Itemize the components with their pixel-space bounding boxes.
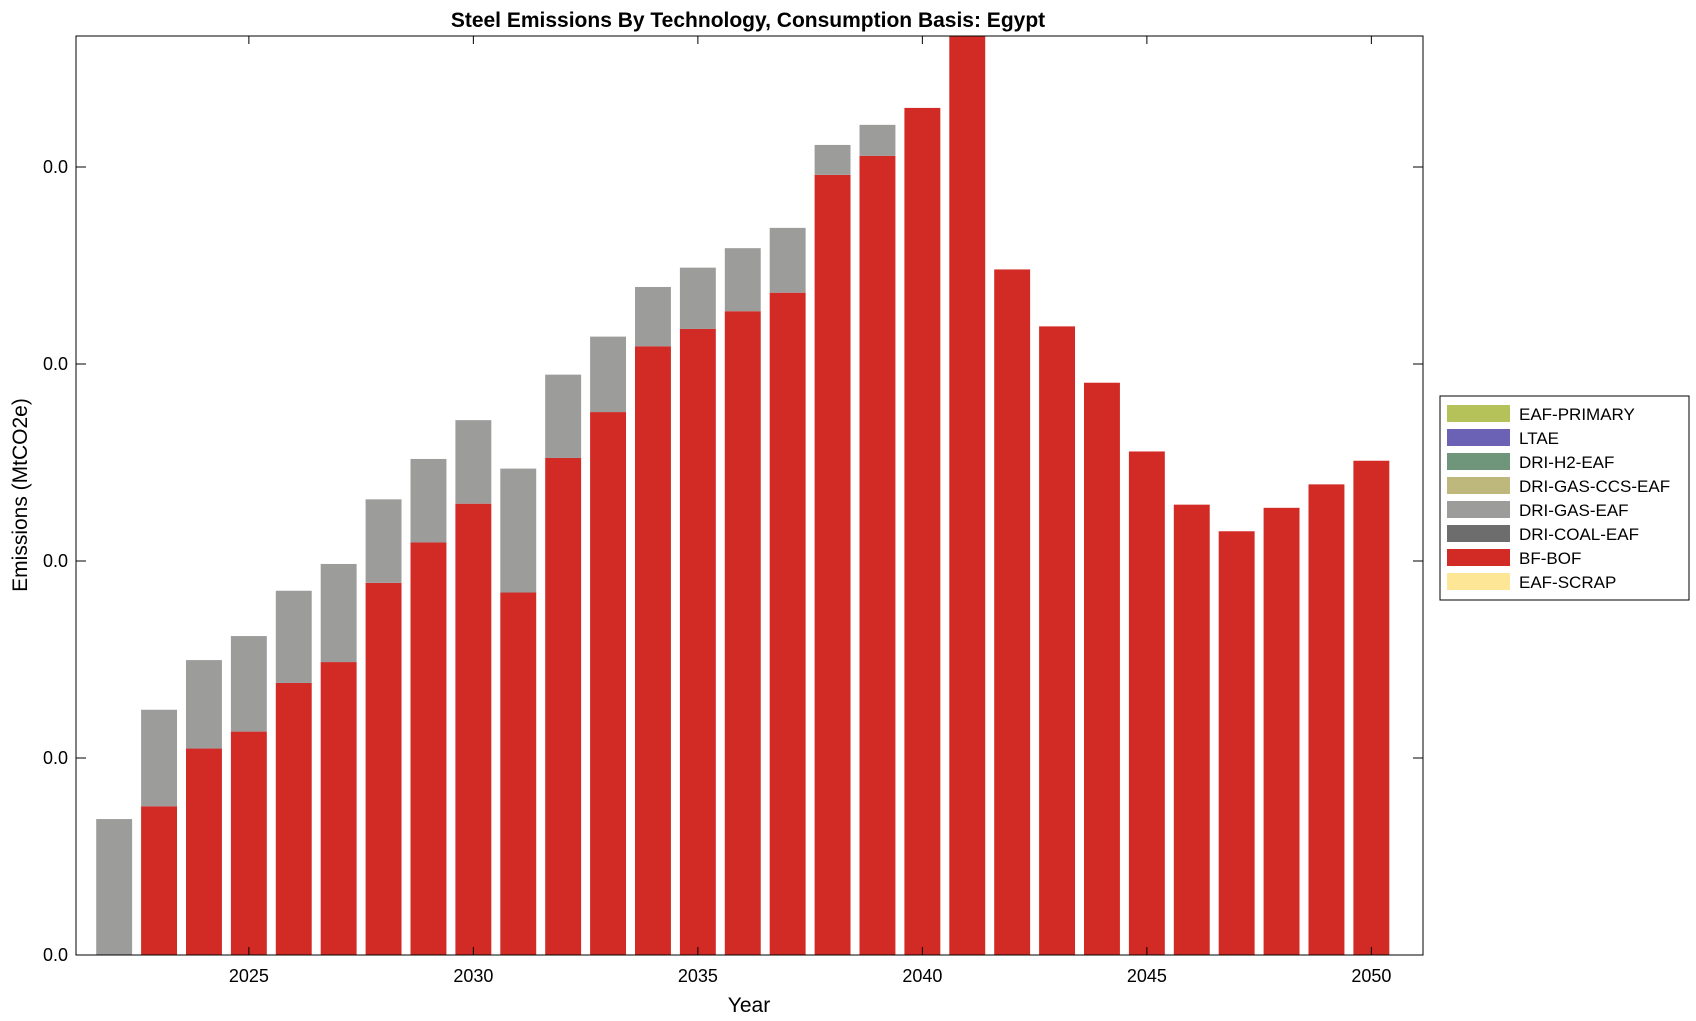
bar-dri-gas-eaf-2038 — [814, 144, 851, 175]
bar-bf-bof-2028 — [365, 582, 402, 955]
x-axis-label: Year — [728, 994, 770, 1017]
bar-bf-bof-2034 — [635, 346, 671, 955]
bar-bf-bof-2050 — [1353, 460, 1390, 955]
x-tick-label-2050: 2050 — [1351, 966, 1391, 986]
x-tick-label-2035: 2035 — [678, 966, 718, 986]
bar-dri-gas-eaf-2032 — [545, 374, 582, 458]
legend-swatch-ltae — [1447, 429, 1510, 446]
y-tick-label-4: 0.0 — [43, 157, 68, 177]
bar-bf-bof-2026 — [275, 682, 312, 955]
bar-bf-bof-2042 — [994, 269, 1031, 955]
bar-dri-gas-eaf-2024 — [186, 660, 222, 749]
bar-dri-gas-eaf-2029 — [410, 458, 447, 543]
bar-bf-bof-2032 — [545, 457, 582, 955]
bar-dri-gas-eaf-2037 — [769, 227, 806, 293]
bar-bf-bof-2040 — [904, 107, 941, 955]
bar-bf-bof-2023 — [141, 806, 178, 955]
bar-bf-bof-2025 — [230, 731, 267, 955]
legend-swatch-dri-coal-eaf — [1447, 525, 1510, 542]
bar-bf-bof-2039 — [859, 155, 896, 955]
legend-swatch-dri-gas-ccs-eaf — [1447, 477, 1510, 494]
bar-bf-bof-2043 — [1039, 326, 1076, 955]
legend-swatch-bf-bof — [1447, 549, 1510, 566]
legend-label-dri-coal-eaf: DRI-COAL-EAF — [1519, 525, 1639, 544]
bar-bf-bof-2031 — [500, 592, 537, 955]
bar-dri-gas-eaf-2027 — [320, 563, 357, 663]
bar-bf-bof-2030 — [455, 503, 492, 955]
legend-label-eaf-primary: EAF-PRIMARY — [1519, 405, 1635, 424]
y-axis: 0.0 0.0 0.0 0.0 0.0 — [43, 157, 1423, 965]
legend-box — [1439, 395, 1690, 601]
bar-bf-bof-2024 — [186, 748, 222, 955]
bar-bf-bof-2045 — [1128, 451, 1165, 955]
bar-bf-bof-2035 — [679, 328, 716, 955]
y-tick-label-1: 0.0 — [43, 748, 68, 768]
bar-bf-bof-2046 — [1173, 504, 1210, 955]
bar-bf-bof-2037 — [769, 292, 806, 955]
bar-dri-gas-eaf-2025 — [230, 636, 267, 732]
bar-bf-bof-2041 — [949, 36, 986, 955]
plot-area-frame — [75, 35, 1424, 956]
x-tick-label-2025: 2025 — [229, 966, 269, 986]
bar-dri-gas-eaf-2022 — [96, 819, 133, 955]
legend-label-dri-h2-eaf: DRI-H2-EAF — [1519, 453, 1614, 472]
legend: EAF-PRIMARY LTAE DRI-H2-EAF DRI-GAS-CCS-EAF… — [1439, 395, 1690, 601]
bar-dri-gas-eaf-2023 — [141, 709, 178, 807]
y-tick-label-3: 0.0 — [43, 354, 68, 374]
bar-dri-gas-eaf-2036 — [724, 248, 761, 312]
y-tick-label-2: 0.0 — [43, 551, 68, 571]
bar-dri-gas-eaf-2034 — [635, 286, 671, 347]
legend-label-bf-bof: BF-BOF — [1519, 549, 1581, 568]
bar-dri-gas-eaf-2028 — [365, 499, 402, 583]
bar-bf-bof-2044 — [1084, 382, 1120, 956]
bar-bf-bof-2048 — [1263, 507, 1300, 955]
bar-bf-bof-2049 — [1308, 484, 1345, 955]
bar-dri-gas-eaf-2033 — [590, 336, 627, 413]
bar-dri-gas-eaf-2026 — [275, 590, 312, 683]
y-tick-label-0: 0.0 — [43, 945, 68, 965]
bar-bf-bof-2047 — [1218, 531, 1255, 955]
bar-dri-gas-eaf-2030 — [455, 420, 492, 504]
legend-label-eaf-scrap: EAF-SCRAP — [1519, 573, 1616, 592]
chart-title: Steel Emissions By Technology, Consumpti… — [451, 9, 1045, 32]
bar-bf-bof-2027 — [320, 662, 357, 955]
bar-dri-gas-eaf-2035 — [679, 267, 716, 329]
bar-bf-bof-2033 — [590, 412, 627, 955]
x-tick-label-2040: 2040 — [902, 966, 942, 986]
legend-label-dri-gas-eaf: DRI-GAS-EAF — [1519, 501, 1629, 520]
legend-swatch-eaf-primary — [1447, 405, 1510, 422]
x-tick-label-2030: 2030 — [453, 966, 493, 986]
plot-bars — [96, 36, 1390, 956]
bar-bf-bof-2038 — [814, 174, 851, 955]
bar-bf-bof-2029 — [410, 542, 447, 955]
legend-swatch-eaf-scrap — [1447, 573, 1510, 590]
bar-dri-gas-eaf-2031 — [500, 468, 537, 593]
x-axis: 2025 2030 2035 2040 2045 2050 — [229, 36, 1391, 986]
y-axis-label: Emissions (MtCO2e) — [9, 398, 32, 592]
legend-label-dri-gas-ccs-eaf: DRI-GAS-CCS-EAF — [1519, 477, 1670, 496]
bar-dri-gas-eaf-2039 — [859, 124, 896, 156]
bar-bf-bof-2036 — [724, 311, 761, 956]
legend-swatch-dri-gas-eaf — [1447, 501, 1510, 518]
legend-swatch-dri-h2-eaf — [1447, 453, 1510, 470]
x-tick-label-2045: 2045 — [1127, 966, 1167, 986]
legend-label-ltae: LTAE — [1519, 429, 1559, 448]
